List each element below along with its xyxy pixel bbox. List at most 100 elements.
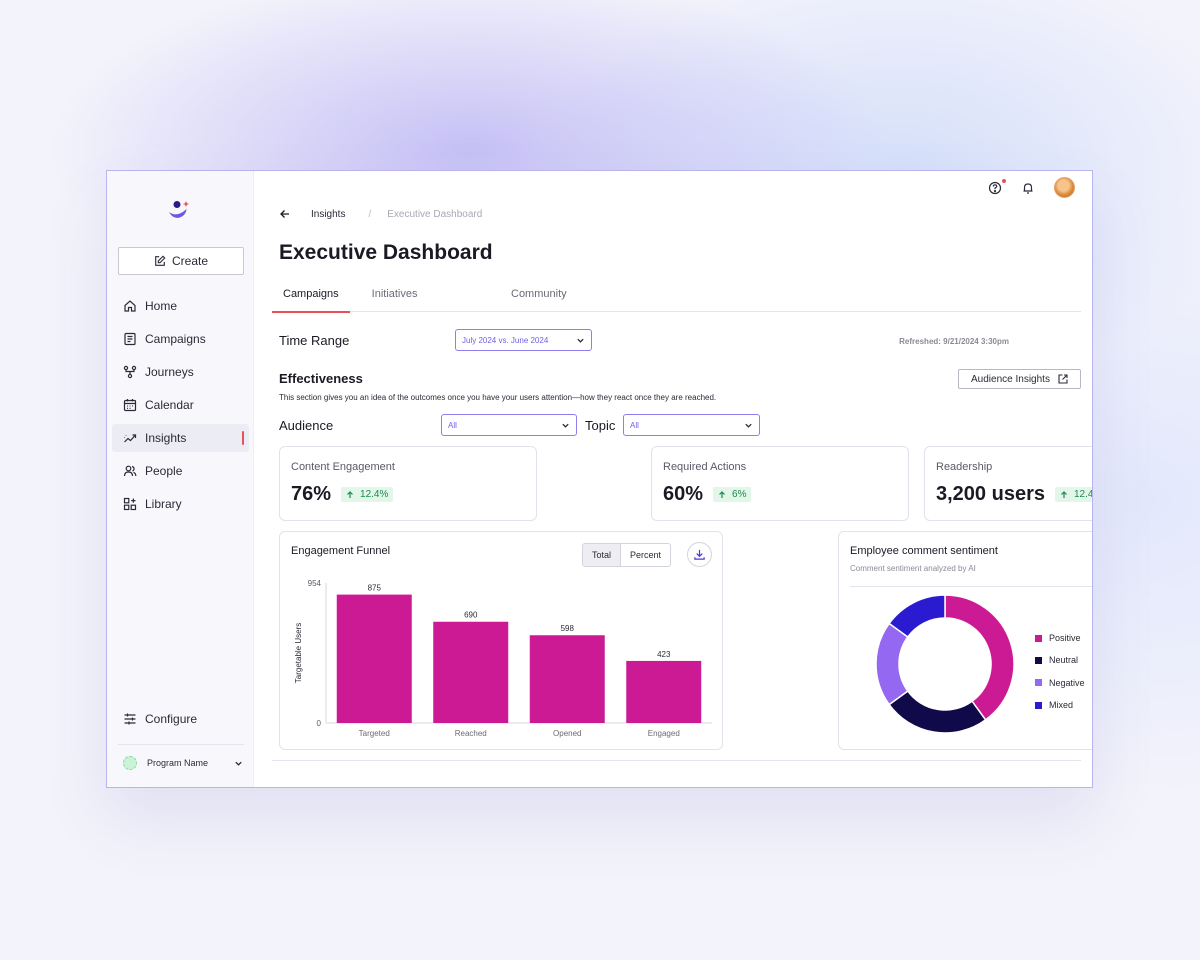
flow-icon — [123, 365, 137, 379]
sidebar-item-calendar[interactable]: Calendar — [112, 391, 249, 419]
create-button[interactable]: Create — [118, 247, 244, 275]
sidebar-item-configure[interactable]: Configure — [123, 712, 197, 726]
home-icon — [124, 300, 136, 312]
program-switcher[interactable]: Program Name — [123, 755, 243, 771]
tab-bar: Campaigns Initiatives Community — [272, 285, 1081, 313]
breadcrumb-parent[interactable]: Insights — [311, 208, 346, 220]
audience-insights-label: Audience Insights — [971, 373, 1050, 385]
legend-label: Negative — [1049, 677, 1085, 688]
kpi-delta-badge: 12.4% — [341, 487, 394, 502]
donut-slice-negative — [875, 622, 909, 706]
configure-label: Configure — [145, 712, 198, 726]
arrow-up-icon — [347, 490, 353, 498]
funnel-bar — [433, 621, 509, 723]
help-button[interactable] — [988, 178, 1006, 195]
audience-select[interactable]: All — [441, 414, 577, 436]
engagement-funnel-card: Engagement Funnel Total Percent 0 954 Targ… — [279, 531, 723, 750]
document-icon — [124, 332, 136, 346]
donut-slice-neutral — [888, 689, 987, 734]
x-tick-label: Targeted — [359, 729, 390, 738]
top-bar-actions — [988, 177, 1075, 198]
kpi-delta-value: 12.4% — [360, 489, 389, 500]
time-range-label: Time Range — [279, 333, 350, 348]
grid-plus-icon — [123, 497, 137, 511]
sidebar-item-label: Insights — [145, 431, 187, 445]
sidebar-item-label: Journeys — [145, 365, 194, 379]
calendar-icon — [123, 399, 137, 412]
breadcrumb: Insights / Executive Dashboard — [279, 208, 482, 220]
sidebar-item-campaigns[interactable]: Campaigns — [112, 325, 249, 353]
kpi-card-readership: Readership 3,200 users 12.4% — [924, 446, 1093, 521]
total-percent-toggle: Total Percent — [582, 543, 672, 567]
sidebar-item-home[interactable]: Home — [112, 292, 249, 320]
kpi-label: Content Engagement — [291, 461, 395, 473]
tab-initiatives[interactable]: Initiatives — [371, 288, 418, 300]
legend-swatch — [1035, 656, 1042, 664]
user-avatar[interactable] — [1054, 177, 1075, 198]
x-tick-label: Opened — [553, 729, 581, 738]
sidebar-item-people[interactable]: People — [112, 457, 249, 485]
back-arrow-icon[interactable] — [279, 208, 291, 220]
toggle-percent[interactable]: Percent — [630, 550, 662, 560]
arrow-up-icon — [719, 490, 725, 498]
time-range-select[interactable]: July 2024 vs. June 2024 — [455, 329, 592, 351]
create-button-label: Create — [171, 254, 209, 268]
app-logo[interactable] — [167, 192, 193, 220]
donut-slice-mixed — [888, 594, 946, 639]
x-tick-label: Reached — [455, 729, 487, 738]
notification-dot — [1002, 178, 1006, 183]
time-range-value: July 2024 vs. June 2024 — [462, 335, 549, 345]
legend-label: Mixed — [1049, 700, 1074, 711]
x-tick-label: Engaged — [648, 729, 680, 738]
y-axis-label: Targetable Users — [294, 623, 303, 683]
trend-icon — [123, 434, 137, 443]
legend-label: Neutral — [1049, 655, 1079, 666]
chevron-down-icon — [577, 338, 584, 343]
audience-insights-button[interactable]: Audience Insights — [958, 369, 1081, 389]
toggle-total[interactable]: Total — [583, 544, 622, 566]
legend-swatch — [1035, 634, 1042, 642]
tab-campaigns[interactable]: Campaigns — [272, 285, 350, 313]
topic-label: Topic — [585, 418, 616, 433]
funnel-bar — [626, 660, 702, 723]
sidebar-divider — [118, 744, 244, 745]
external-link-icon — [1058, 374, 1068, 384]
audience-label: Audience — [279, 418, 334, 433]
legend-label: Positive — [1049, 633, 1081, 644]
effectiveness-title: Effectiveness — [279, 371, 363, 386]
sidebar-item-label: People — [145, 464, 183, 478]
funnel-download-button[interactable] — [687, 542, 712, 567]
help-icon — [988, 181, 1002, 194]
bar-value-label: 875 — [368, 584, 382, 593]
sidebar-item-label: Campaigns — [145, 332, 206, 346]
sentiment-subtitle: Comment sentiment analyzed by AI — [850, 564, 976, 573]
topic-select[interactable]: All — [623, 414, 760, 436]
sentiment-card: Employee comment sentiment Comment senti… — [838, 531, 1092, 750]
section-divider — [272, 760, 1081, 761]
topic-value: All — [630, 420, 639, 430]
kpi-card-required-actions: Required Actions 60% 6% — [651, 446, 909, 521]
bell-icon[interactable] — [1021, 181, 1035, 195]
kpi-delta-value: 6% — [732, 489, 747, 500]
sentiment-divider — [850, 586, 1092, 587]
sidebar-item-label: Library — [145, 497, 182, 511]
tab-community[interactable]: Community — [511, 288, 567, 300]
sidebar-item-journeys[interactable]: Journeys — [112, 358, 249, 386]
funnel-bar — [529, 635, 605, 723]
bar-value-label: 423 — [657, 650, 671, 659]
app-window: Create Home Campaigns Journeys Calendar … — [106, 170, 1093, 788]
kpi-value: 3,200 users — [936, 483, 1045, 505]
legend-swatch — [1035, 701, 1042, 709]
sidebar-item-library[interactable]: Library — [112, 490, 249, 518]
legend-item: Negative20% — [1035, 672, 1092, 694]
page-title: Executive Dashboard — [279, 241, 493, 264]
sidebar-item-insights[interactable]: Insights — [112, 424, 249, 452]
effectiveness-description: This section gives you an idea of the ou… — [279, 393, 717, 402]
kpi-delta-value: 12.4% — [1073, 489, 1093, 500]
edit-icon — [155, 255, 166, 266]
chevron-down-icon — [745, 423, 752, 428]
bar-value-label: 598 — [561, 624, 575, 633]
y-tick-label: 954 — [308, 579, 322, 588]
y-tick-label: 0 — [317, 719, 322, 728]
funnel-bar — [336, 594, 412, 723]
